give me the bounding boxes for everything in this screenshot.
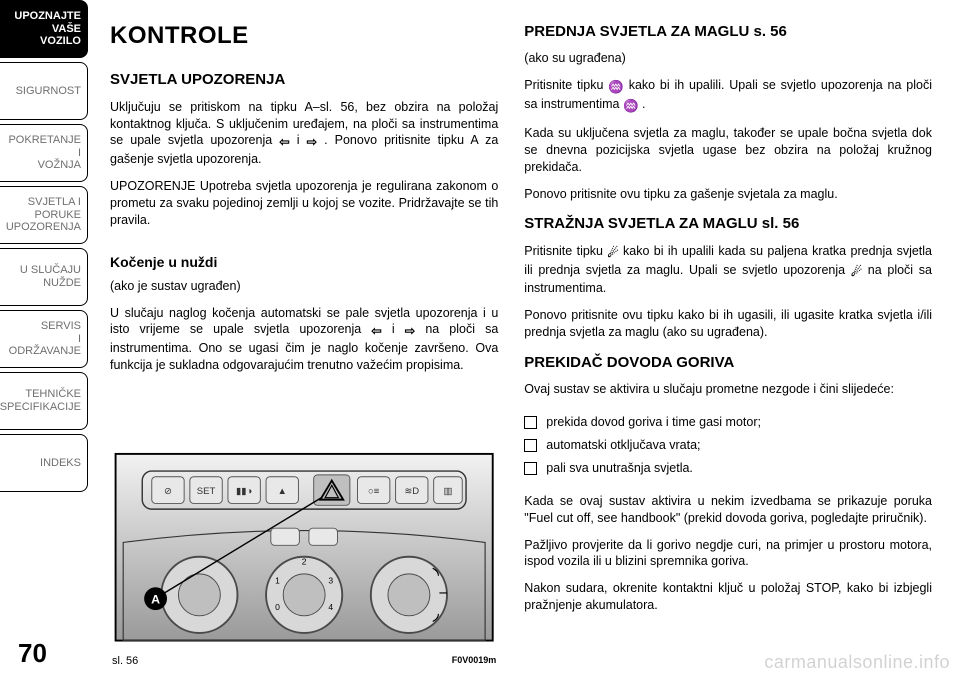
tab-label: U SLUČAJU — [20, 264, 81, 277]
tab-label: I — [78, 333, 81, 346]
figure-code: F0V0019m — [452, 654, 497, 669]
tab-servis-odrzavanje[interactable]: SERVIS I ODRŽAVANJE — [0, 310, 88, 368]
tab-label: ODRŽAVANJE — [9, 345, 81, 358]
arrow-left-icon: ⇦ — [279, 134, 289, 151]
svg-text:▮▮◑: ▮▮◑ — [236, 486, 252, 497]
svg-text:A: A — [151, 593, 160, 607]
checklist-item: prekida dovod goriva i time gasi motor; — [524, 414, 932, 431]
heading-prekidac-dovoda-goriva: PREKIDAČ DOVODA GORIVA — [524, 353, 932, 373]
note: (ako su ugrađena) — [524, 50, 932, 67]
tab-indeks[interactable]: INDEKS — [0, 434, 88, 492]
paragraph: Uključuju se pritiskom na tipku A–sl. 56… — [110, 99, 498, 169]
page-content: KONTROLE SVJETLA UPOZORENJA Uključuju se… — [88, 0, 960, 679]
tab-label: SPECIFIKACIJE — [0, 401, 81, 414]
column-right: PREDNJA SVJETLA ZA MAGLU s. 56 (ako su u… — [524, 20, 932, 669]
svg-text:⊘: ⊘ — [164, 486, 172, 497]
heading-kontrole: KONTROLE — [110, 20, 498, 52]
checklist-item: automatski otključava vrata; — [524, 437, 932, 454]
svg-text:4: 4 — [328, 602, 333, 612]
paragraph: Nakon sudara, okrenite kontaktni ključ u… — [524, 580, 932, 614]
svg-text:≋D: ≋D — [404, 486, 419, 497]
arrow-right-icon: ⇨ — [405, 323, 415, 340]
svg-text:2: 2 — [302, 557, 307, 567]
column-left: KONTROLE SVJETLA UPOZORENJA Uključuju se… — [110, 20, 498, 669]
paragraph: Ponovo pritisnite ovu tipku za gašenje s… — [524, 186, 932, 203]
fog-front-icon: ♒ — [623, 98, 639, 115]
svg-text:▥: ▥ — [443, 486, 452, 497]
tab-label: NUŽDE — [43, 277, 81, 290]
svg-text:1: 1 — [275, 576, 280, 586]
checklist: prekida dovod goriva i time gasi motor; … — [524, 414, 932, 483]
paragraph: U slučaju naglog kočenja automatski se p… — [110, 305, 498, 375]
tab-label: SERVIS — [41, 320, 81, 333]
sidebar-tabs: UPOZNAJTE VAŠE VOZILO SIGURNOST POKRETAN… — [0, 0, 88, 679]
arrow-right-icon: ⇨ — [307, 134, 317, 151]
paragraph: Pritisnite tipku ♒ kako bi ih upalili. U… — [524, 77, 932, 115]
fog-rear-icon: ☄ — [607, 245, 618, 262]
tab-label: I — [78, 147, 81, 160]
svg-text:SET: SET — [197, 486, 216, 497]
svg-text:○≡: ○≡ — [368, 486, 380, 497]
svg-text:0: 0 — [275, 602, 280, 612]
tab-tehnicke-specifikacije[interactable]: TEHNIČKE SPECIFIKACIJE — [0, 372, 88, 430]
paragraph: Kada su uključena svjetla za maglu, tako… — [524, 125, 932, 176]
tab-upoznajte-vozilo[interactable]: UPOZNAJTE VAŠE VOZILO — [0, 0, 88, 58]
checklist-item: pali sva unutrašnja svjetla. — [524, 460, 932, 477]
tab-label: VOŽNJA — [38, 159, 81, 172]
arrow-left-icon: ⇦ — [371, 323, 381, 340]
heading-prednja-svjetla-maglu: PREDNJA SVJETLA ZA MAGLU s. 56 — [524, 22, 932, 42]
tab-label: UPOZORENJA — [6, 221, 81, 234]
tab-u-slucaju-nuzde[interactable]: U SLUČAJU NUŽDE — [0, 248, 88, 306]
heading-kocenje-u-nuzdi: Kočenje u nuždi — [110, 253, 498, 272]
paragraph: Pažljivo provjerite da li gorivo negdje … — [524, 537, 932, 571]
figure-56: ⊘ SET ▮▮◑ ▲ ○≡ ≋D ▥ — [110, 452, 498, 669]
heading-svjetla-upozorenja: SVJETLA UPOZORENJA — [110, 70, 498, 90]
paragraph: UPOZORENJE Upotreba svjetla upozorenja j… — [110, 178, 498, 229]
tab-label: VAŠE — [52, 23, 81, 36]
tab-label: SIGURNOST — [16, 85, 81, 98]
tab-label: INDEKS — [40, 457, 81, 470]
fog-front-icon: ♒ — [608, 79, 624, 96]
tab-label: POKRETANJE — [8, 134, 81, 147]
svg-text:▲: ▲ — [278, 486, 287, 497]
paragraph: Pritisnite tipku ☄ kako bi ih upalili ka… — [524, 243, 932, 298]
page-number: 70 — [18, 638, 47, 669]
figure-caption: sl. 56 — [112, 654, 138, 669]
tab-label: PORUKE — [35, 209, 81, 222]
tab-label: UPOZNAJTE — [14, 10, 81, 23]
tab-sigurnost[interactable]: SIGURNOST — [0, 62, 88, 120]
tab-svjetla-poruke[interactable]: SVJETLA I PORUKE UPOZORENJA — [0, 186, 88, 244]
fog-rear-icon: ☄ — [851, 264, 862, 281]
tab-label: VOZILO — [40, 35, 81, 48]
tab-pokretanje-voznja[interactable]: POKRETANJE I VOŽNJA — [0, 124, 88, 182]
paragraph: Ponovo pritisnite ovu tipku kako bi ih u… — [524, 307, 932, 341]
heading-straznja-svjetla-maglu: STRAŽNJA SVJETLA ZA MAGLU sl. 56 — [524, 214, 932, 234]
paragraph: Kada se ovaj sustav aktivira u nekim izv… — [524, 493, 932, 527]
svg-text:3: 3 — [328, 576, 333, 586]
note: (ako je sustav ugrađen) — [110, 278, 498, 295]
dashboard-controls-illustration: ⊘ SET ▮▮◑ ▲ ○≡ ≋D ▥ — [110, 452, 498, 652]
tab-label: SVJETLA I — [28, 196, 81, 209]
tab-label: TEHNIČKE — [25, 388, 81, 401]
paragraph: Ovaj sustav se aktivira u slučaju promet… — [524, 381, 932, 398]
